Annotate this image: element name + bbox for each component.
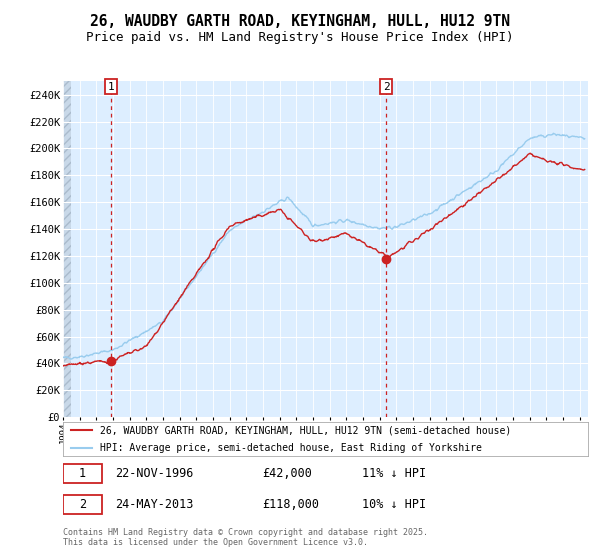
Text: 26, WAUDBY GARTH ROAD, KEYINGHAM, HULL, HU12 9TN (semi-detached house): 26, WAUDBY GARTH ROAD, KEYINGHAM, HULL, …	[100, 426, 511, 435]
Text: 2: 2	[79, 498, 86, 511]
Text: 22-NOV-1996: 22-NOV-1996	[115, 467, 194, 480]
Text: 11% ↓ HPI: 11% ↓ HPI	[362, 467, 427, 480]
FancyBboxPatch shape	[63, 494, 103, 514]
Text: 24-MAY-2013: 24-MAY-2013	[115, 498, 194, 511]
Text: HPI: Average price, semi-detached house, East Riding of Yorkshire: HPI: Average price, semi-detached house,…	[100, 443, 482, 452]
Text: 26, WAUDBY GARTH ROAD, KEYINGHAM, HULL, HU12 9TN: 26, WAUDBY GARTH ROAD, KEYINGHAM, HULL, …	[90, 14, 510, 29]
Text: Contains HM Land Registry data © Crown copyright and database right 2025.
This d: Contains HM Land Registry data © Crown c…	[63, 528, 428, 547]
Text: Price paid vs. HM Land Registry's House Price Index (HPI): Price paid vs. HM Land Registry's House …	[86, 31, 514, 44]
Text: 1: 1	[79, 467, 86, 480]
FancyBboxPatch shape	[63, 464, 103, 483]
Text: £118,000: £118,000	[263, 498, 320, 511]
Text: 2: 2	[383, 82, 390, 92]
Text: 10% ↓ HPI: 10% ↓ HPI	[362, 498, 427, 511]
Text: £42,000: £42,000	[263, 467, 313, 480]
Text: 1: 1	[108, 82, 115, 92]
